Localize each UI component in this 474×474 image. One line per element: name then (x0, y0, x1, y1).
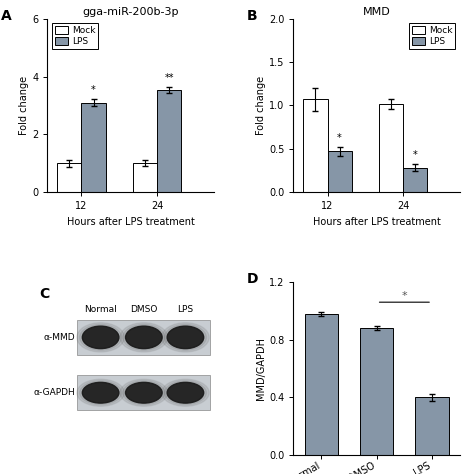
Text: **: ** (164, 73, 174, 83)
X-axis label: Hours after LPS treatment: Hours after LPS treatment (67, 217, 194, 227)
Y-axis label: MMD/GAPDH: MMD/GAPDH (256, 337, 266, 400)
X-axis label: Hours after LPS treatment: Hours after LPS treatment (313, 217, 440, 227)
Ellipse shape (167, 326, 204, 348)
Ellipse shape (162, 323, 209, 352)
Ellipse shape (82, 326, 119, 348)
Ellipse shape (123, 381, 165, 405)
Text: *: * (401, 291, 407, 301)
Text: *: * (91, 85, 96, 95)
Bar (379, 104, 403, 192)
Text: α-MMD: α-MMD (43, 333, 75, 342)
Ellipse shape (123, 324, 165, 350)
Y-axis label: Fold change: Fold change (19, 76, 29, 135)
Bar (303, 100, 328, 192)
Ellipse shape (167, 383, 204, 403)
Ellipse shape (120, 323, 168, 352)
Title: gga-miR-200b-3p: gga-miR-200b-3p (82, 7, 179, 17)
Text: DMSO: DMSO (130, 305, 157, 314)
Text: D: D (247, 272, 258, 286)
Bar (403, 168, 427, 192)
Ellipse shape (164, 324, 207, 350)
Text: α-GAPDH: α-GAPDH (33, 388, 75, 397)
Text: *: * (413, 150, 418, 160)
Ellipse shape (80, 381, 122, 405)
Ellipse shape (126, 383, 162, 403)
Text: Normal: Normal (84, 305, 117, 314)
Ellipse shape (80, 324, 122, 350)
Text: A: A (1, 9, 11, 23)
FancyBboxPatch shape (77, 320, 210, 355)
Legend: Mock, LPS: Mock, LPS (409, 24, 455, 48)
Bar (57, 163, 82, 192)
Bar (157, 90, 181, 192)
Legend: Mock, LPS: Mock, LPS (52, 24, 98, 48)
Bar (82, 102, 106, 192)
Ellipse shape (82, 383, 119, 403)
Text: *: * (337, 133, 342, 143)
Bar (415, 397, 449, 455)
Ellipse shape (126, 326, 162, 348)
Bar (328, 151, 352, 192)
Ellipse shape (120, 379, 168, 406)
FancyBboxPatch shape (77, 375, 210, 410)
Text: C: C (39, 287, 49, 301)
Ellipse shape (164, 381, 207, 405)
Bar (305, 314, 338, 455)
Title: MMD: MMD (363, 7, 391, 17)
Bar (133, 163, 157, 192)
Text: LPS: LPS (177, 305, 193, 314)
Ellipse shape (77, 323, 124, 352)
Ellipse shape (77, 379, 124, 406)
Y-axis label: Fold change: Fold change (256, 76, 266, 135)
Ellipse shape (162, 379, 209, 406)
Text: B: B (247, 9, 257, 23)
Bar (360, 328, 393, 455)
